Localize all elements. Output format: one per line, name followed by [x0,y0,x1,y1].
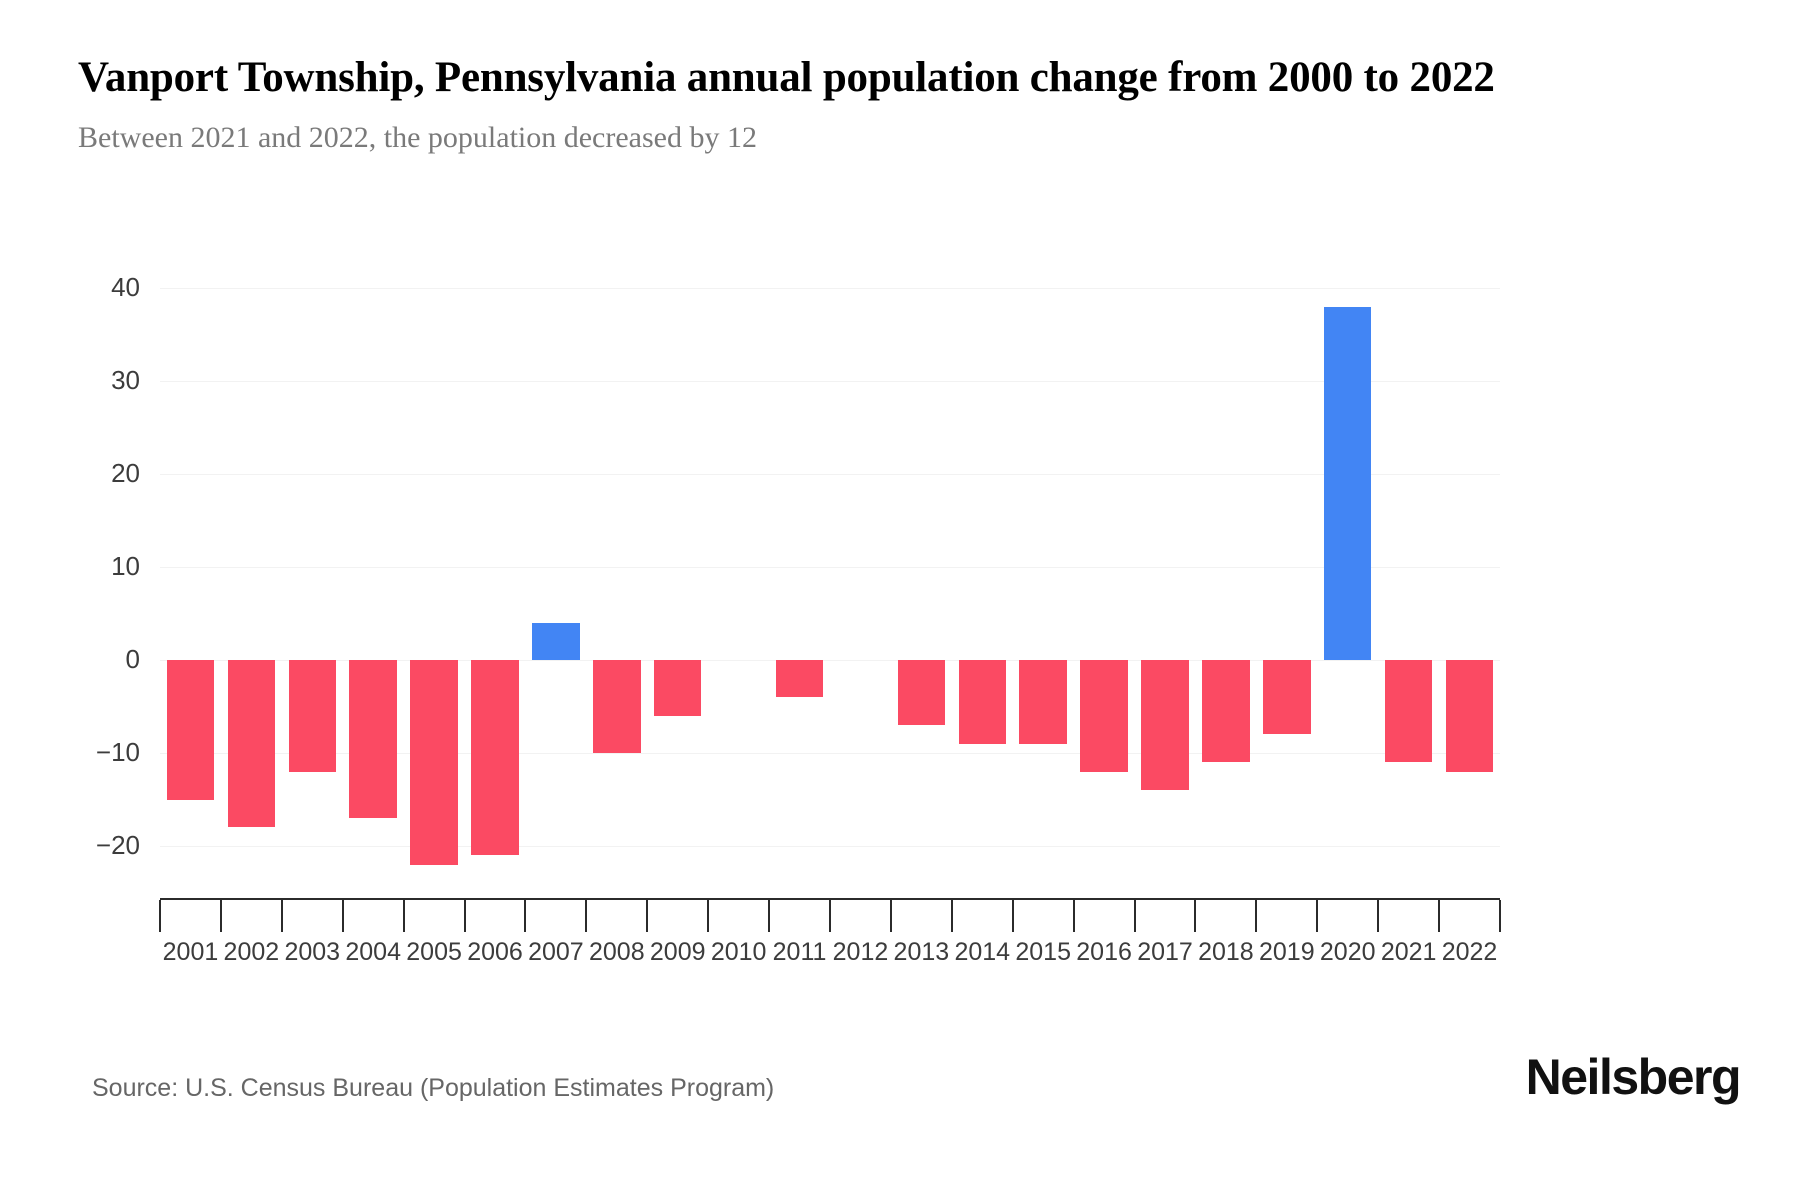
x-axis-tick [585,900,588,932]
bar-2022[interactable] [1445,660,1494,772]
y-axis-tick-label: 20 [111,458,140,488]
bar-2008[interactable] [593,660,641,753]
y-axis-tick-label: −20 [95,830,140,860]
x-axis-tick [646,900,649,932]
bar-2011[interactable] [775,660,824,698]
gridline-neg20 [160,846,1500,847]
x-axis-tick-label-2002: 2002 [223,938,280,966]
x-axis-line [160,898,1500,900]
bar-2001[interactable] [166,660,215,800]
x-axis-tick-label-2019: 2019 [1259,938,1315,966]
x-axis-tick [768,900,771,932]
bar-2015[interactable] [1019,660,1067,744]
x-axis-tick [280,900,283,932]
x-axis-tick [1377,900,1380,932]
page-title: Vanport Township, Pennsylvania annual po… [78,54,1495,101]
y-axis-tick-label: 30 [111,365,140,395]
bar-2013[interactable] [897,660,946,726]
x-axis-tick-label-2016: 2016 [1076,938,1132,966]
bar-2019[interactable] [1263,660,1311,735]
bar-2018[interactable] [1202,660,1250,763]
gridline-neg10 [160,753,1500,754]
x-axis-tick-label-2004: 2004 [345,938,401,966]
x-axis-tick [463,900,466,932]
gridline-30 [160,381,1500,382]
bar-2007[interactable] [532,622,580,660]
x-axis-tick-label-2015: 2015 [1015,938,1071,966]
x-axis-tick-label-2005: 2005 [406,938,462,966]
x-axis-tick-label-2021: 2021 [1380,938,1437,966]
x-axis-tick-label-2013: 2013 [893,938,950,966]
bar-2005[interactable] [410,660,458,865]
x-axis-tick-label-2014: 2014 [954,938,1011,966]
bar-2003[interactable] [288,660,337,772]
bar-2020[interactable] [1323,306,1372,660]
x-axis-tick [1255,900,1258,932]
chart-subtitle: Between 2021 and 2022, the population de… [78,121,757,154]
x-axis-tick-label-2001: 2001 [162,938,219,966]
x-axis-tick [1499,900,1501,932]
brand-logo: Neilsberg [1525,1049,1742,1105]
x-axis-tick [1133,900,1136,932]
y-axis-tick-label: 10 [111,551,140,581]
x-axis-tick [950,900,953,932]
x-axis-tick-label-2017: 2017 [1137,938,1193,966]
x-axis-tick [829,900,831,932]
x-axis-tick-label-2009: 2009 [649,938,706,966]
bar-2021[interactable] [1384,660,1433,763]
gridline-40 [160,288,1500,289]
x-axis-tick-label-2006: 2006 [467,938,523,966]
x-axis-tick [1194,900,1197,932]
x-axis-tick-label-2010: 2010 [710,938,767,966]
x-axis-tick [219,900,222,932]
x-axis-tick [524,900,527,932]
x-axis-tick [1316,900,1319,932]
x-axis-tick-label-2008: 2008 [589,938,645,966]
x-axis-tick-label-2020: 2020 [1319,938,1376,966]
x-axis-tick [1011,900,1014,932]
bar-2009[interactable] [653,660,702,716]
bar-2014[interactable] [958,660,1007,744]
x-axis-tick [707,900,710,932]
x-axis-tick [159,900,161,932]
source-note: Source: U.S. Census Bureau (Population E… [92,1074,775,1102]
x-axis-tick-label-2012: 2012 [832,938,889,966]
gridline-10 [160,567,1500,568]
y-axis-tick-label: 0 [125,644,140,674]
x-axis-tick-label-2011: 2011 [772,938,827,966]
x-axis-tick [1072,900,1075,932]
x-axis-tick [341,900,344,932]
bar-2017[interactable] [1141,660,1189,791]
x-axis-tick-label-2007: 2007 [528,938,584,966]
x-axis-tick-label-2022: 2022 [1441,938,1498,966]
bar-2006[interactable] [471,660,519,856]
x-axis-tick [889,900,892,932]
x-axis-tick [1438,900,1441,932]
x-axis-tick [402,900,405,932]
x-axis-tick-label-2003: 2003 [284,938,341,966]
bar-2004[interactable] [349,660,397,819]
gridline-20 [160,474,1500,475]
gridline-0 [160,660,1500,661]
y-axis-tick-label: −10 [95,737,140,767]
x-axis-tick-label-2018: 2018 [1198,938,1254,966]
y-axis-tick-label: 40 [111,272,140,302]
bar-2016[interactable] [1080,660,1128,772]
bar-2002[interactable] [227,660,276,828]
